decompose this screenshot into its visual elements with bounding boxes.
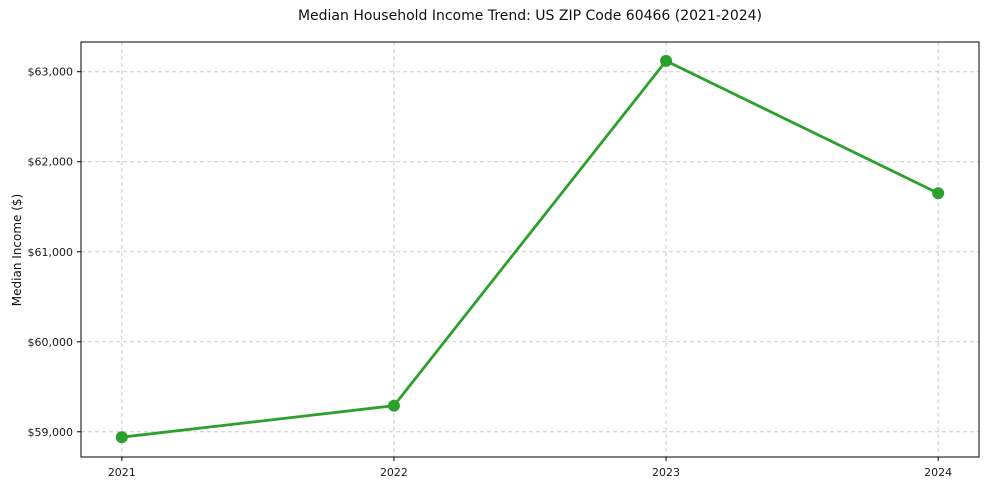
data-point-2022 [387,399,400,412]
y-tick-label: $59,000 [28,426,74,439]
y-tick-label: $63,000 [28,66,74,79]
y-tick-label: $62,000 [28,156,74,169]
x-tick-label: 2023 [652,466,680,479]
x-tick-label: 2022 [380,466,408,479]
median-household-income-line [120,59,940,439]
data-point-2024 [932,187,945,200]
x-tick-label: 2024 [924,466,952,479]
chart-title: Median Household Income Trend: US ZIP Co… [297,8,763,24]
x-tick-label: 2021 [108,466,136,479]
y-tick-label: $60,000 [28,336,74,349]
data-point-2023 [660,54,673,67]
plot-border [80,41,980,458]
y-tick-label: $61,000 [28,246,74,259]
data-point-2021 [115,431,128,444]
